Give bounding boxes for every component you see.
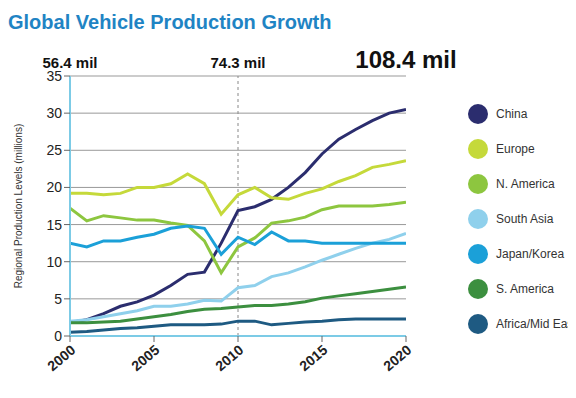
svg-text:2015: 2015 bbox=[296, 342, 330, 374]
svg-text:2020: 2020 bbox=[380, 342, 414, 374]
svg-text:25: 25 bbox=[46, 142, 62, 158]
html-text:Africa/Mid East: Africa/Mid East bbox=[496, 316, 576, 331]
html-text:South Asia: South Asia bbox=[496, 211, 554, 226]
svg-text:2005: 2005 bbox=[128, 342, 162, 374]
html-text:Global Vehicle Production Grow: Global Vehicle Production Growth bbox=[8, 11, 332, 33]
svg-text:108.4 mil: 108.4 mil bbox=[355, 46, 456, 73]
svg-text:0: 0 bbox=[54, 328, 62, 344]
html-text:Japan/Korea: Japan/Korea bbox=[496, 246, 565, 261]
svg-text:74.3 mil: 74.3 mil bbox=[210, 54, 265, 71]
svg-text:30: 30 bbox=[46, 105, 62, 121]
svg-text:2000: 2000 bbox=[44, 342, 78, 374]
svg-text:20: 20 bbox=[46, 179, 62, 195]
html-text:N. America: N. America bbox=[496, 176, 555, 191]
html-text:China: China bbox=[496, 106, 528, 121]
svg-text:Regional Production Levels (mi: Regional Production Levels (millions) bbox=[13, 124, 24, 289]
html-text:S. America: S. America bbox=[496, 281, 554, 296]
svg-text:10: 10 bbox=[46, 254, 62, 270]
svg-text:15: 15 bbox=[46, 217, 62, 233]
html-text:Europe: Europe bbox=[496, 141, 535, 156]
svg-text:56.4 mil: 56.4 mil bbox=[42, 54, 97, 71]
svg-text:35: 35 bbox=[46, 68, 62, 84]
svg-text:5: 5 bbox=[54, 291, 62, 307]
svg-text:2010: 2010 bbox=[212, 342, 246, 374]
